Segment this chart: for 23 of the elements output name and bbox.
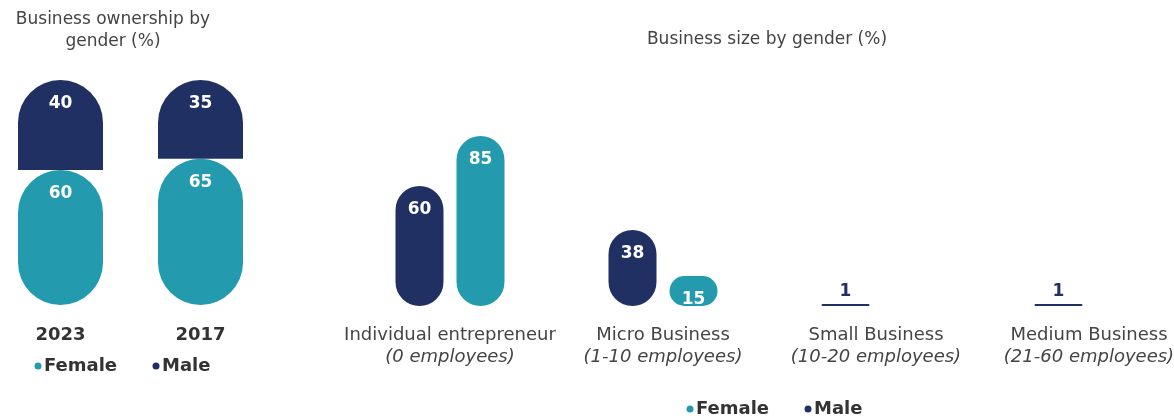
x-tick-label: Micro Business (1-10 employees) bbox=[583, 323, 743, 366]
legend-label: Male bbox=[814, 397, 863, 418]
legend-label: Female bbox=[696, 397, 770, 418]
data-label: 65 bbox=[188, 170, 213, 191]
data-label: 60 bbox=[48, 182, 73, 202]
data-label: 15 bbox=[681, 288, 706, 308]
bar bbox=[456, 136, 505, 306]
data-label: 1 bbox=[839, 280, 852, 300]
x-tick-label: 2023 bbox=[35, 323, 86, 344]
data-label: 38 bbox=[620, 242, 645, 262]
data-label: 40 bbox=[48, 92, 73, 112]
x-tick-label: Small Business (10-20 employees) bbox=[790, 323, 962, 366]
legend-label: Male bbox=[162, 354, 211, 375]
data-label: 35 bbox=[188, 92, 213, 112]
x-tick-label: 2017 bbox=[175, 323, 226, 344]
x-tick-label: Medium Business (21-60 employees) bbox=[1003, 323, 1174, 366]
chart-title: Business ownership by gender (%) bbox=[15, 8, 211, 50]
data-label: 60 bbox=[407, 198, 432, 218]
legend-label: Female bbox=[44, 354, 118, 375]
x-tick-label: Individual entrepreneur (0 employees) bbox=[344, 323, 557, 366]
data-label: 85 bbox=[468, 148, 493, 168]
chart-title: Business size by gender (%) bbox=[646, 28, 888, 48]
data-label: 1 bbox=[1052, 280, 1065, 300]
